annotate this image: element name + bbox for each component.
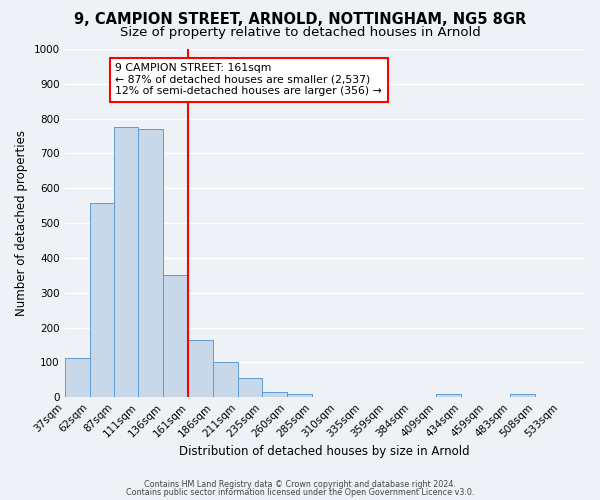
Bar: [262, 392, 287, 397]
Bar: [115, 128, 139, 397]
Bar: [188, 340, 214, 397]
Bar: [89, 204, 115, 397]
X-axis label: Distribution of detached houses by size in Arnold: Distribution of detached houses by size …: [179, 444, 470, 458]
Bar: [238, 378, 262, 397]
Text: 9 CAMPION STREET: 161sqm
← 87% of detached houses are smaller (2,537)
12% of sem: 9 CAMPION STREET: 161sqm ← 87% of detach…: [115, 63, 382, 96]
Bar: [287, 394, 312, 397]
Y-axis label: Number of detached properties: Number of detached properties: [15, 130, 28, 316]
Text: Contains public sector information licensed under the Open Government Licence v3: Contains public sector information licen…: [126, 488, 474, 497]
Bar: [436, 394, 461, 397]
Bar: [65, 358, 89, 397]
Text: 9, CAMPION STREET, ARNOLD, NOTTINGHAM, NG5 8GR: 9, CAMPION STREET, ARNOLD, NOTTINGHAM, N…: [74, 12, 526, 28]
Bar: [163, 276, 188, 397]
Bar: [214, 362, 238, 397]
Text: Contains HM Land Registry data © Crown copyright and database right 2024.: Contains HM Land Registry data © Crown c…: [144, 480, 456, 489]
Text: Size of property relative to detached houses in Arnold: Size of property relative to detached ho…: [119, 26, 481, 39]
Bar: [139, 129, 163, 397]
Bar: [510, 394, 535, 397]
